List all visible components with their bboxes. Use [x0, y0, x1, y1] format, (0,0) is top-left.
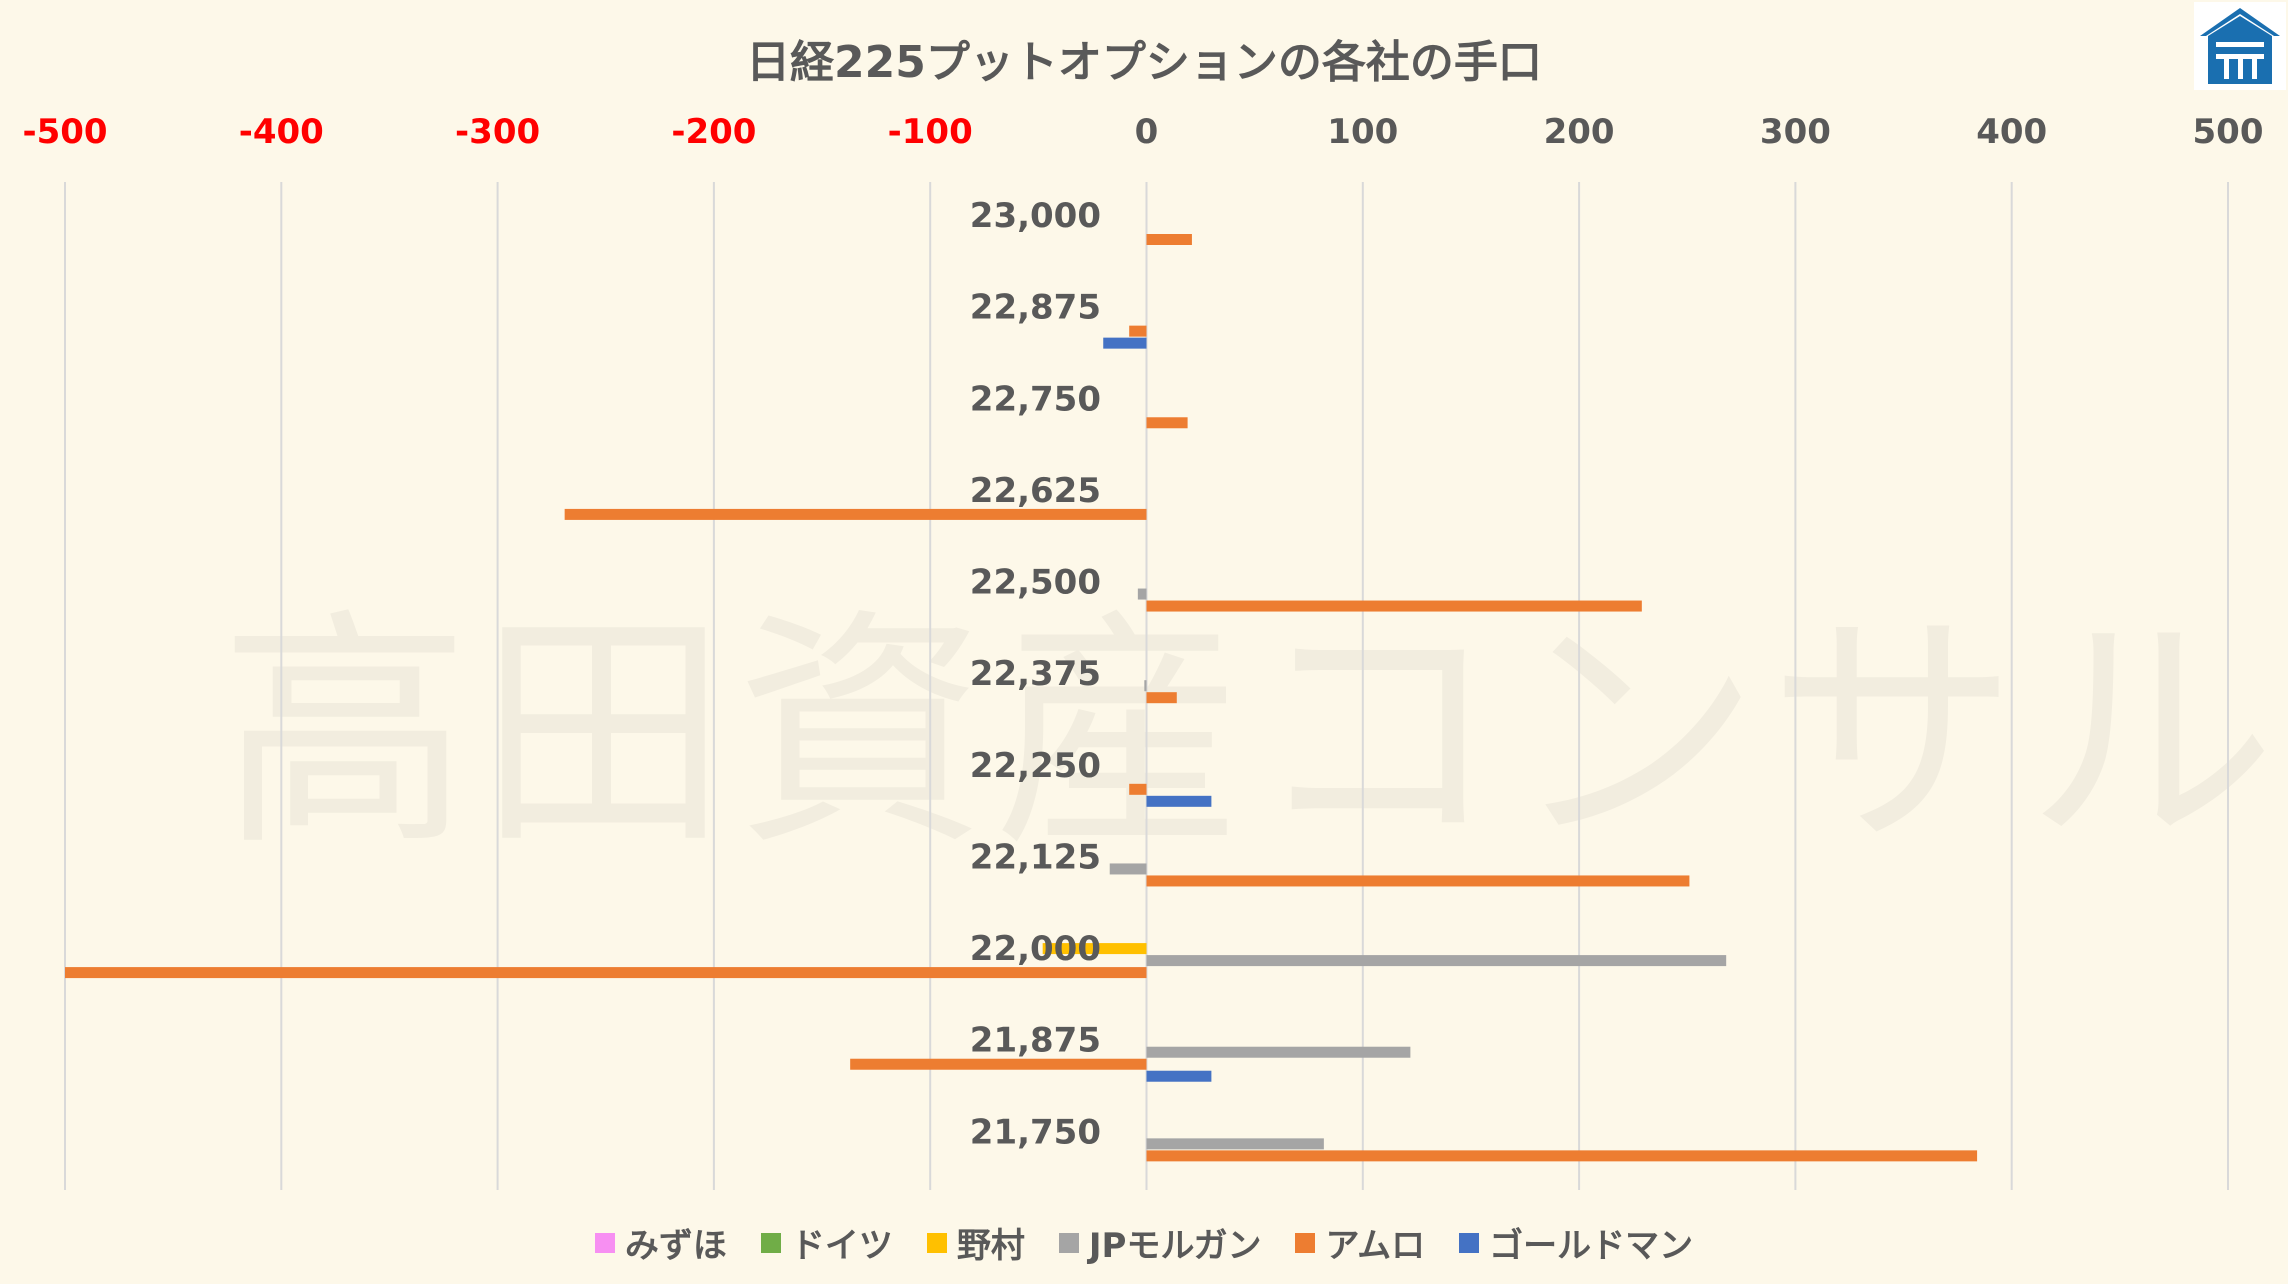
- category-label: 22,375: [970, 654, 1101, 694]
- bar-ゴールドマン: [1103, 337, 1147, 349]
- legend-label: アムロ: [1325, 1226, 1426, 1266]
- legend-label: 野村: [956, 1226, 1025, 1266]
- x-tick-label: -400: [239, 112, 324, 152]
- chart-legend: みずほ ドイツ 野村 JPモルガン アムロ ゴールドマン: [0, 1218, 2288, 1267]
- bar-ゴールドマン: [1146, 1070, 1212, 1082]
- bar-アムロ: [564, 508, 1147, 520]
- legend-item: JPモルガン: [1058, 1218, 1262, 1267]
- category-label: 22,500: [970, 563, 1101, 603]
- legend-item: ドイツ: [760, 1218, 893, 1267]
- x-tick-label: 200: [1544, 112, 1615, 152]
- category-label: 22,875: [970, 288, 1101, 328]
- legend-swatch: [926, 1232, 947, 1253]
- legend-swatch: [594, 1232, 615, 1253]
- legend-label: JPモルガン: [1088, 1226, 1262, 1266]
- legend-label: ドイツ: [790, 1226, 893, 1266]
- category-label: 22,000: [970, 929, 1101, 969]
- bar-野村: [1042, 943, 1147, 955]
- bar-JPモルガン: [1137, 588, 1147, 600]
- category-label: 22,125: [970, 837, 1101, 877]
- bar-アムロ: [1129, 783, 1147, 795]
- bar-アムロ: [1146, 417, 1188, 429]
- x-tick-label: -300: [455, 112, 540, 152]
- bar-アムロ: [65, 967, 1147, 979]
- bar-ゴールドマン: [1146, 795, 1212, 807]
- bar-JPモルガン: [1144, 680, 1147, 692]
- bar-アムロ: [1146, 875, 1690, 887]
- x-tick-label: 400: [1976, 112, 2047, 152]
- bar-アムロ: [1146, 234, 1192, 245]
- legend-item: ゴールドマン: [1459, 1218, 1693, 1267]
- category-label: 23,000: [970, 196, 1101, 236]
- category-label: 22,250: [970, 746, 1101, 786]
- bar-JPモルガン: [1146, 1046, 1411, 1058]
- legend-swatch: [1058, 1232, 1079, 1253]
- legend-swatch: [1295, 1232, 1316, 1253]
- bar-JPモルガン: [1146, 1138, 1324, 1150]
- x-tick-label: 0: [1135, 112, 1159, 152]
- bar-アムロ: [1146, 1150, 1978, 1162]
- category-label: 22,750: [970, 379, 1101, 419]
- bar-アムロ: [1146, 600, 1642, 612]
- chart-title: 日経225プットオプションの各社の手口: [746, 37, 1542, 88]
- bar-アムロ: [1146, 692, 1177, 704]
- bar-アムロ: [1129, 325, 1147, 337]
- legend-item: みずほ: [594, 1218, 727, 1267]
- legend-item: 野村: [926, 1218, 1025, 1267]
- x-tick-label: 100: [1327, 112, 1398, 152]
- takada-logo-icon: [2194, 2, 2286, 90]
- category-label: 21,750: [970, 1112, 1101, 1152]
- x-tick-label: -500: [22, 112, 107, 152]
- bar-アムロ: [850, 1058, 1147, 1070]
- x-tick-label: -100: [888, 112, 973, 152]
- category-label: 21,875: [970, 1021, 1101, 1061]
- x-tick-label: 500: [2193, 112, 2264, 152]
- x-tick-label: -200: [671, 112, 756, 152]
- x-tick-label: 300: [1760, 112, 1831, 152]
- legend-label: みずほ: [624, 1226, 727, 1266]
- watermark-text: 高田資産コンサル: [220, 588, 2284, 879]
- legend-swatch: [1459, 1232, 1480, 1253]
- legend-label: ゴールドマン: [1489, 1226, 1694, 1266]
- category-label: 22,625: [970, 471, 1101, 511]
- bar-JPモルガン: [1146, 955, 1727, 967]
- legend-item: アムロ: [1295, 1218, 1425, 1267]
- bar-JPモルガン: [1109, 863, 1147, 875]
- legend-swatch: [760, 1232, 781, 1253]
